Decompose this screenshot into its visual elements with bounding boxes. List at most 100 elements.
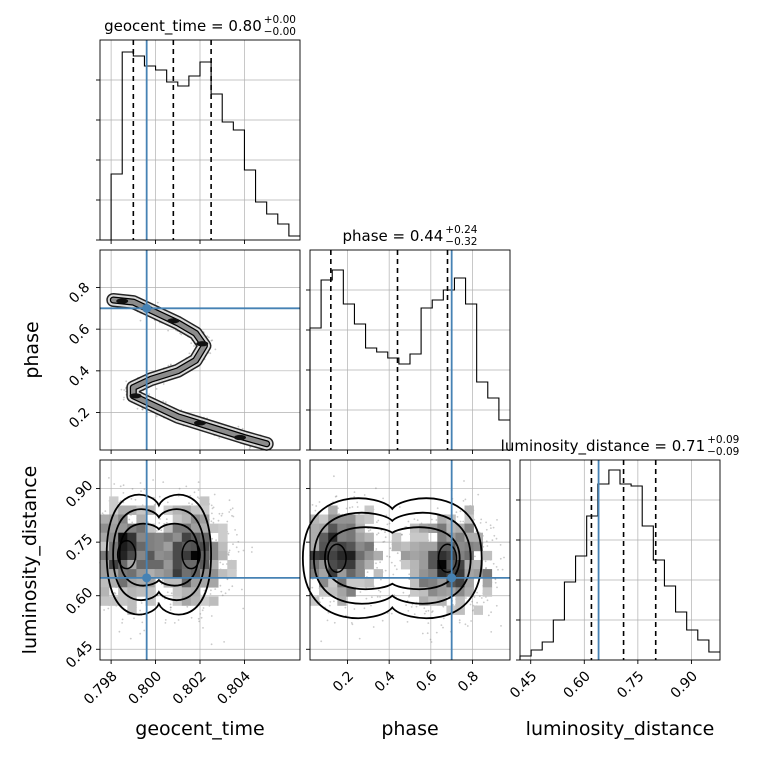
sample-point bbox=[123, 397, 125, 399]
sample-point bbox=[119, 631, 121, 633]
sample-point bbox=[425, 610, 427, 612]
sample-point bbox=[500, 544, 502, 546]
sample-point bbox=[481, 597, 483, 599]
sample-point bbox=[148, 393, 150, 395]
sample-point bbox=[443, 617, 445, 619]
sample-point bbox=[160, 529, 162, 531]
sample-point bbox=[167, 591, 169, 593]
sample-point bbox=[231, 585, 233, 587]
density-cell bbox=[227, 560, 236, 569]
panel-2-title-value: phase = 0.44 bbox=[343, 227, 444, 245]
sample-point bbox=[162, 481, 164, 483]
sample-point bbox=[414, 518, 416, 520]
sample-point bbox=[190, 342, 192, 344]
sample-point bbox=[120, 485, 122, 487]
sample-point bbox=[131, 522, 133, 524]
sample-point bbox=[496, 605, 498, 607]
sample-point bbox=[392, 574, 394, 576]
sample-point bbox=[384, 531, 386, 533]
sample-point bbox=[403, 592, 405, 594]
sample-point bbox=[102, 512, 104, 514]
sample-point bbox=[219, 513, 221, 515]
sample-point bbox=[490, 611, 492, 613]
sample-point bbox=[144, 488, 146, 490]
sample-point bbox=[391, 562, 393, 564]
sample-point bbox=[198, 618, 200, 620]
sample-point bbox=[390, 547, 392, 549]
sample-point bbox=[371, 596, 373, 598]
sample-point bbox=[327, 620, 329, 622]
sample-point bbox=[471, 601, 473, 603]
density-cell bbox=[173, 515, 182, 524]
sample-point bbox=[174, 622, 176, 624]
sample-point bbox=[320, 640, 322, 642]
sample-point bbox=[357, 506, 359, 508]
sample-point bbox=[251, 551, 253, 553]
density-cell bbox=[164, 542, 173, 551]
sample-point bbox=[137, 408, 139, 410]
sample-point bbox=[427, 632, 429, 634]
sample-point bbox=[370, 605, 372, 607]
sample-point bbox=[370, 529, 372, 531]
density-cell bbox=[173, 551, 182, 560]
sample-point bbox=[238, 426, 240, 428]
sample-point bbox=[228, 552, 230, 554]
density-cell bbox=[136, 587, 145, 596]
sample-point bbox=[375, 487, 377, 489]
sample-point bbox=[208, 337, 210, 339]
sample-point bbox=[487, 545, 489, 547]
sample-point bbox=[228, 533, 230, 535]
density-cell bbox=[100, 587, 109, 596]
density-cell bbox=[173, 596, 182, 605]
sample-point bbox=[311, 587, 313, 589]
density-cell bbox=[200, 533, 209, 542]
sample-point bbox=[213, 518, 215, 520]
sample-point bbox=[242, 608, 244, 610]
sample-point bbox=[497, 569, 499, 571]
sample-point bbox=[389, 556, 391, 558]
sample-point bbox=[416, 606, 418, 608]
sample-point bbox=[237, 541, 239, 543]
sample-point bbox=[437, 507, 439, 509]
panel-0-title-value: geocent_time = 0.80 bbox=[104, 17, 262, 36]
sample-point bbox=[166, 522, 168, 524]
sample-point bbox=[159, 518, 161, 520]
sample-point bbox=[408, 573, 410, 575]
sample-point bbox=[493, 563, 495, 565]
sample-point bbox=[210, 593, 212, 595]
sample-point bbox=[465, 597, 467, 599]
sample-point bbox=[427, 622, 429, 624]
sample-point bbox=[376, 567, 378, 569]
panel-2-frame bbox=[310, 250, 510, 450]
density-cell bbox=[182, 515, 191, 524]
density-cell bbox=[127, 587, 136, 596]
sample-point bbox=[382, 620, 384, 622]
sample-point bbox=[333, 600, 335, 602]
sample-point bbox=[178, 619, 180, 621]
sample-point bbox=[485, 561, 487, 563]
sample-point bbox=[382, 498, 384, 500]
sample-point bbox=[191, 503, 193, 505]
sample-point bbox=[364, 494, 366, 496]
sample-point bbox=[360, 591, 362, 593]
sample-point bbox=[376, 534, 378, 536]
sample-point bbox=[488, 615, 490, 617]
density-cell bbox=[173, 560, 182, 569]
sample-point bbox=[407, 610, 409, 612]
density-cell bbox=[136, 551, 145, 560]
sample-point bbox=[115, 593, 117, 595]
sample-point bbox=[394, 565, 396, 567]
sample-point bbox=[236, 546, 238, 548]
sample-point bbox=[218, 437, 220, 439]
sample-point bbox=[496, 587, 498, 589]
sample-point bbox=[379, 596, 381, 598]
sample-point bbox=[462, 521, 464, 523]
density-cell bbox=[155, 542, 164, 551]
sample-point bbox=[346, 508, 348, 510]
sample-point bbox=[212, 508, 214, 510]
sample-point bbox=[251, 547, 253, 549]
sample-point bbox=[186, 606, 188, 608]
sample-point bbox=[113, 483, 115, 485]
sample-point bbox=[476, 592, 478, 594]
